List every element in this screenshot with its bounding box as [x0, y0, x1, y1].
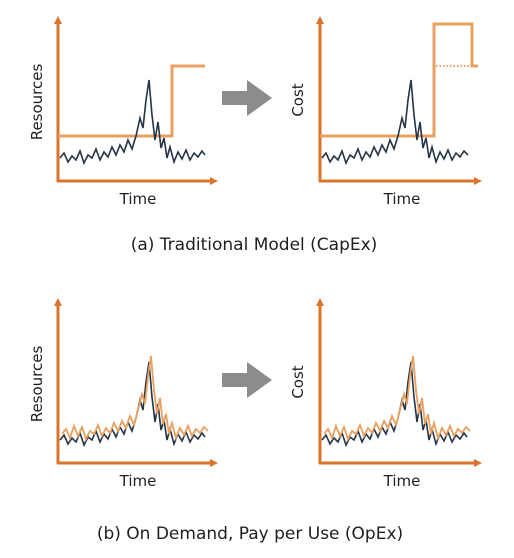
x-axis-label: Time: [119, 472, 157, 490]
transition-arrow: [222, 362, 272, 398]
demand-line: [59, 79, 206, 166]
demand-line: [321, 79, 469, 166]
y-axis-label: Resources: [28, 64, 46, 141]
panel-capex-resources: Time Resources: [28, 16, 218, 208]
usage-line: [61, 355, 209, 442]
panel-capex-cost: Time Cost: [289, 16, 482, 208]
x-axis-label: Time: [119, 190, 157, 208]
cost-line: [323, 355, 471, 442]
cost-line: [320, 22, 478, 138]
x-axis-label: Time: [383, 472, 421, 490]
x-axis-label: Time: [383, 190, 421, 208]
y-axis-label: Cost: [289, 83, 307, 116]
caption-capex: (a) Traditional Model (CapEx): [131, 235, 378, 255]
capacity-line: [58, 64, 205, 138]
y-axis-label: Resources: [28, 346, 46, 423]
caption-opex: (b) On Demand, Pay per Use (OpEx): [97, 524, 403, 544]
transition-arrow: [222, 80, 272, 116]
panel-opex-cost: Time Cost: [289, 298, 482, 490]
panel-opex-resources: Time Resources: [28, 298, 218, 490]
y-axis-label: Cost: [289, 365, 307, 398]
